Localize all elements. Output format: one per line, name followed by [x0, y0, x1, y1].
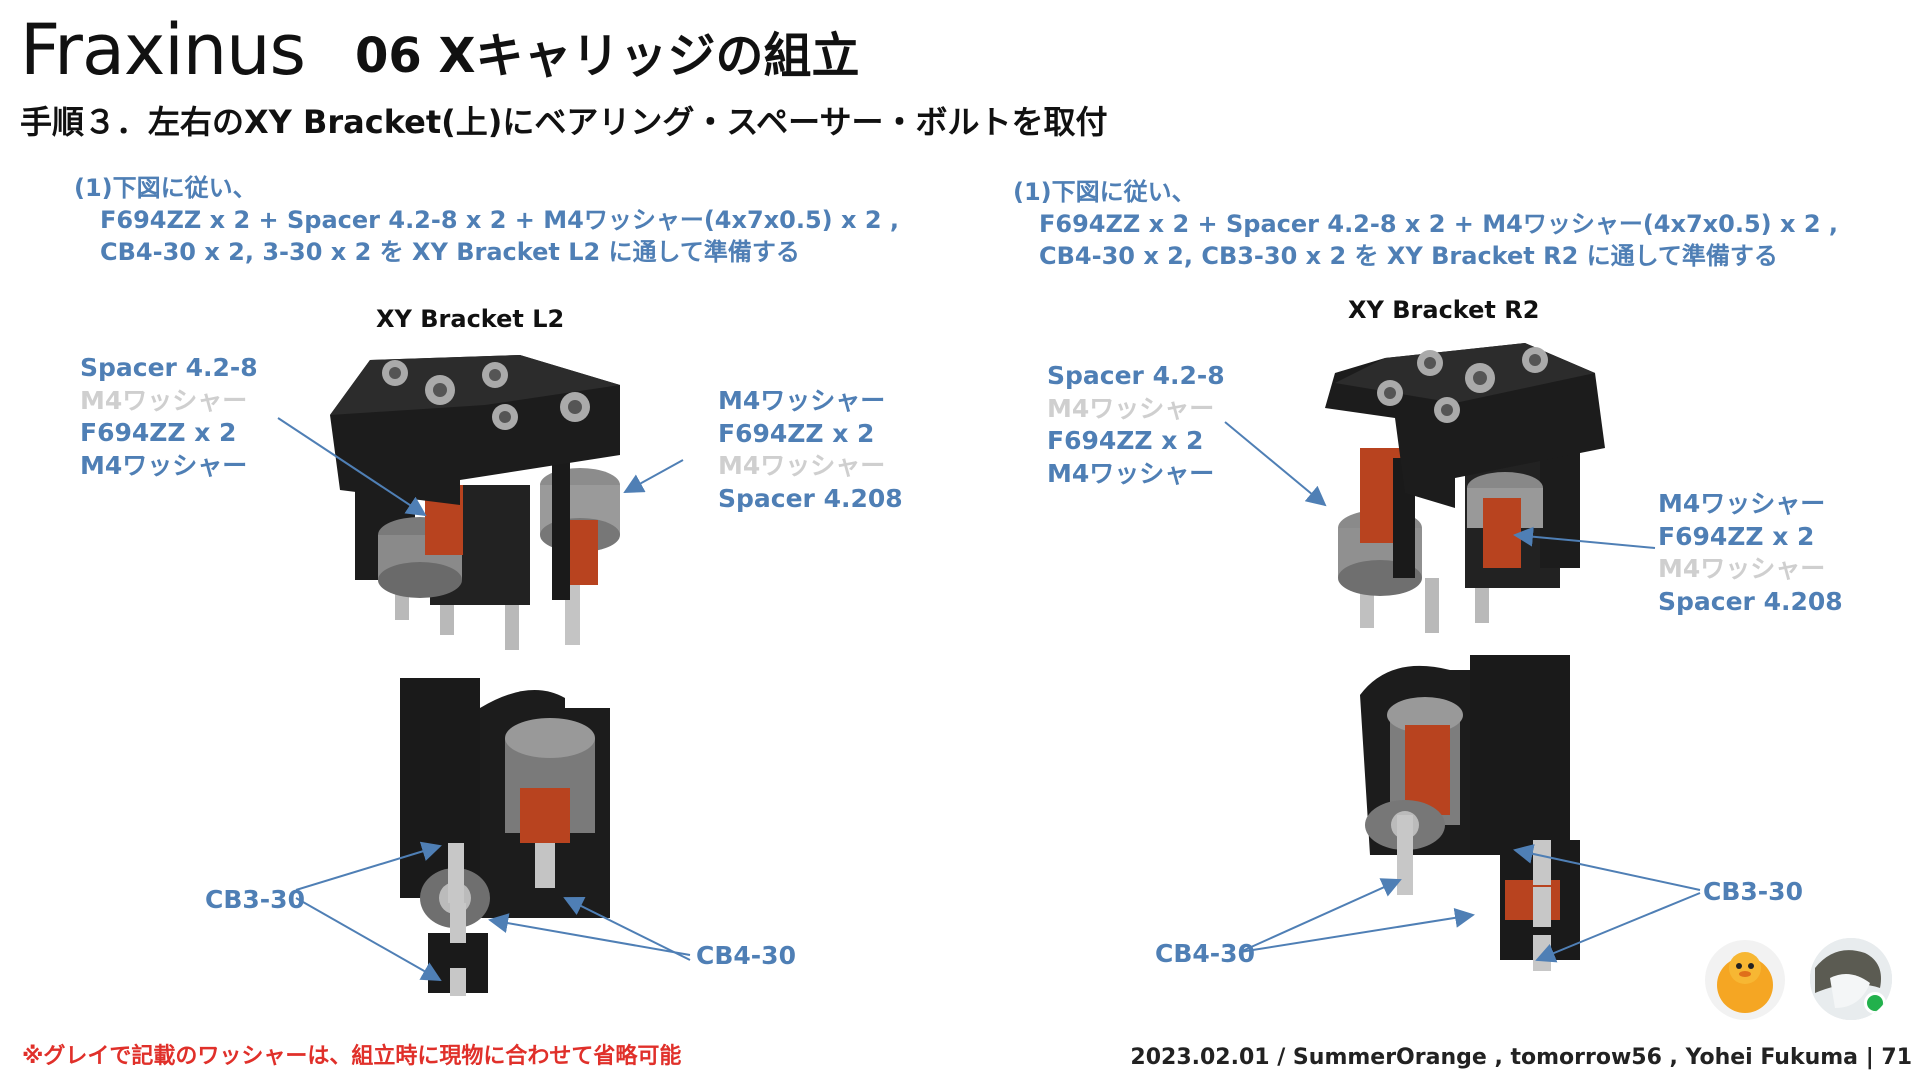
left-label-group-b: M4ワッシャー F694ZZ x 2 M4ワッシャー Spacer 4.208	[718, 385, 903, 515]
footer-credits: 2023.02.01 / SummerOrange , tomorrow56 ,…	[1130, 1045, 1912, 1070]
right-arrow-b	[1513, 526, 1656, 549]
left-label-group-a: Spacer 4.2-8 M4ワッシャー F694ZZ x 2 M4ワッシャー	[80, 352, 258, 482]
right-label-group-a: Spacer 4.2-8 M4ワッシャー F694ZZ x 2 M4ワッシャー	[1047, 360, 1225, 490]
avatar	[1705, 940, 1785, 1020]
left-arrow-cb4-1	[488, 913, 691, 956]
instruction-line: CB4-30 x 2, CB3-30 x 2 を XY Bracket R2 に…	[1039, 242, 1778, 270]
label-bearing: F694ZZ x 2	[1047, 426, 1204, 455]
label-washer-optional: M4ワッシャー	[718, 451, 886, 480]
left-arrow-cb4-2	[563, 897, 691, 961]
instruction-line: F694ZZ x 2 + Spacer 4.2-8 x 2 + M4ワッシャー(…	[1039, 210, 1839, 238]
left-bracket-bottom-render	[400, 678, 610, 996]
right-arrow-cb4-2	[1239, 907, 1475, 953]
duck-avatar-icon	[1717, 952, 1773, 1013]
label-spacer: Spacer 4.2-8	[80, 353, 258, 382]
avatar	[1810, 938, 1892, 1020]
label-washer: M4ワッシャー	[1047, 458, 1215, 488]
label-spacer: Spacer 4.208	[1658, 586, 1843, 616]
left-caption: XY Bracket L2	[376, 305, 565, 333]
right-label-cb3: CB3-30	[1703, 877, 1803, 906]
footnote: ※グレイで記載のワッシャーは、組立時に現物に合わせて省略可能	[22, 1044, 682, 1069]
right-label-cb4: CB4-30	[1155, 939, 1255, 968]
left-arrow-a	[277, 417, 427, 517]
label-spacer: Spacer 4.2-8	[1047, 361, 1225, 390]
label-bearing: F694ZZ x 2	[1658, 521, 1815, 551]
label-washer-optional: M4ワッシャー	[1658, 554, 1826, 583]
label-spacer: Spacer 4.208	[718, 483, 903, 513]
instruction-line: (1)下図に従い、	[1013, 178, 1196, 206]
label-bearing: F694ZZ x 2	[80, 418, 237, 447]
step-heading: 手順３．左右のXY Bracket(上)にベアリング・スペーサー・ボルトを取付	[20, 103, 1108, 141]
left-arrow-b	[623, 459, 684, 493]
right-arrow-a	[1224, 421, 1327, 507]
left-arrow-cb3-2	[295, 897, 442, 981]
page-title: Fraxinus	[20, 9, 306, 91]
online-status-icon	[1864, 992, 1886, 1014]
right-arrow-cb3-2	[1535, 892, 1701, 963]
instruction-line: (1)下図に従い、	[74, 174, 257, 202]
instruction-line: F694ZZ x 2 + Spacer 4.2-8 x 2 + M4ワッシャー(…	[100, 206, 900, 234]
right-bracket-top-render	[1325, 343, 1605, 633]
right-bracket-bottom-render	[1360, 655, 1580, 971]
label-washer-optional: M4ワッシャー	[80, 385, 248, 415]
right-label-group-b: M4ワッシャー F694ZZ x 2 M4ワッシャー Spacer 4.208	[1658, 488, 1843, 618]
label-washer: M4ワッシャー	[1658, 489, 1826, 518]
label-washer-optional: M4ワッシャー	[1047, 393, 1215, 423]
instruction-line: CB4-30 x 2, 3-30 x 2 を XY Bracket L2 に通し…	[100, 238, 800, 266]
right-instructions: (1)下図に従い、 F694ZZ x 2 + Spacer 4.2-8 x 2 …	[1013, 176, 1838, 272]
left-instructions: (1)下図に従い、 F694ZZ x 2 + Spacer 4.2-8 x 2 …	[74, 172, 899, 268]
label-washer: M4ワッシャー	[80, 450, 248, 480]
label-bearing: F694ZZ x 2	[718, 418, 875, 448]
right-arrow-cb3-1	[1513, 844, 1701, 891]
section-title: 06 Xキャリッジの組立	[355, 28, 860, 84]
label-washer: M4ワッシャー	[718, 386, 886, 415]
left-label-cb3: CB3-30	[205, 885, 305, 914]
left-label-cb4: CB4-30	[696, 941, 796, 970]
right-caption: XY Bracket R2	[1348, 296, 1540, 324]
left-bracket-top-render	[330, 355, 620, 650]
right-arrow-cb4-1	[1239, 878, 1402, 953]
left-arrow-cb3-1	[295, 841, 442, 891]
